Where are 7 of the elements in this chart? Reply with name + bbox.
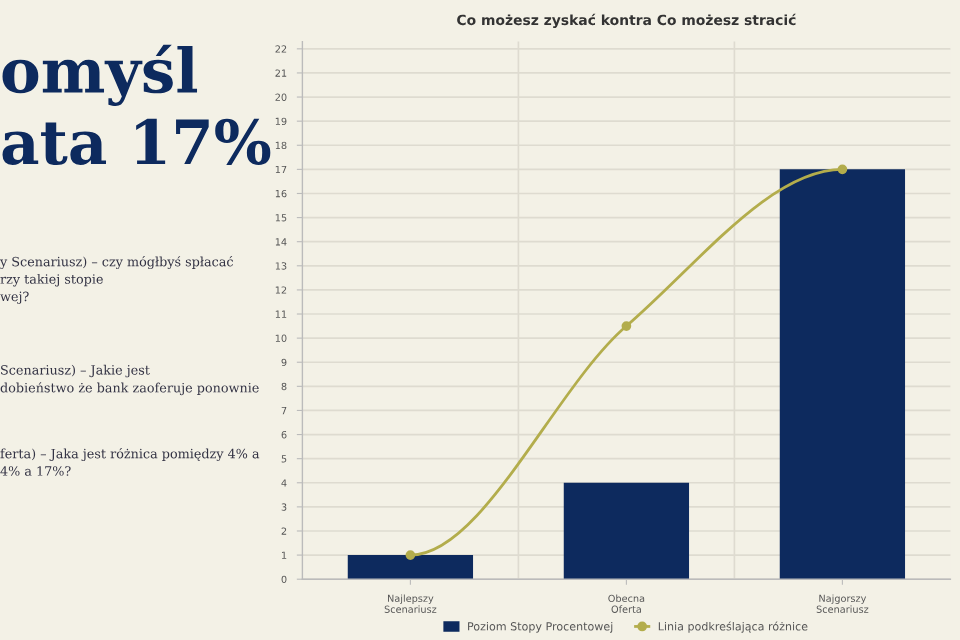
point [837,164,848,175]
bar [779,169,906,580]
text: omyśl ata 17% [2,44,271,165]
point [405,550,416,560]
bar [563,482,690,580]
bar [347,555,474,580]
point [621,321,632,331]
